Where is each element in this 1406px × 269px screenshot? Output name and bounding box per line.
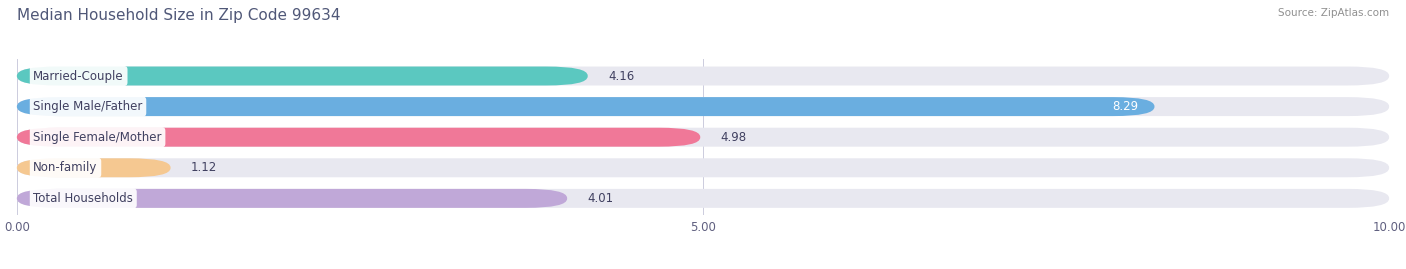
Text: 4.01: 4.01: [588, 192, 614, 205]
FancyBboxPatch shape: [17, 189, 1389, 208]
Text: Single Male/Father: Single Male/Father: [34, 100, 143, 113]
Text: Non-family: Non-family: [34, 161, 97, 174]
Text: Median Household Size in Zip Code 99634: Median Household Size in Zip Code 99634: [17, 8, 340, 23]
Text: Source: ZipAtlas.com: Source: ZipAtlas.com: [1278, 8, 1389, 18]
FancyBboxPatch shape: [17, 189, 567, 208]
FancyBboxPatch shape: [17, 158, 1389, 177]
Text: Total Households: Total Households: [34, 192, 134, 205]
Text: 8.29: 8.29: [1112, 100, 1137, 113]
Text: 4.16: 4.16: [609, 69, 634, 83]
Text: Single Female/Mother: Single Female/Mother: [34, 131, 162, 144]
FancyBboxPatch shape: [17, 97, 1154, 116]
FancyBboxPatch shape: [17, 158, 170, 177]
FancyBboxPatch shape: [17, 128, 700, 147]
FancyBboxPatch shape: [17, 128, 1389, 147]
Text: 1.12: 1.12: [191, 161, 218, 174]
Text: 4.98: 4.98: [721, 131, 747, 144]
FancyBboxPatch shape: [17, 97, 1389, 116]
FancyBboxPatch shape: [17, 66, 588, 86]
FancyBboxPatch shape: [17, 66, 1389, 86]
Text: Married-Couple: Married-Couple: [34, 69, 124, 83]
